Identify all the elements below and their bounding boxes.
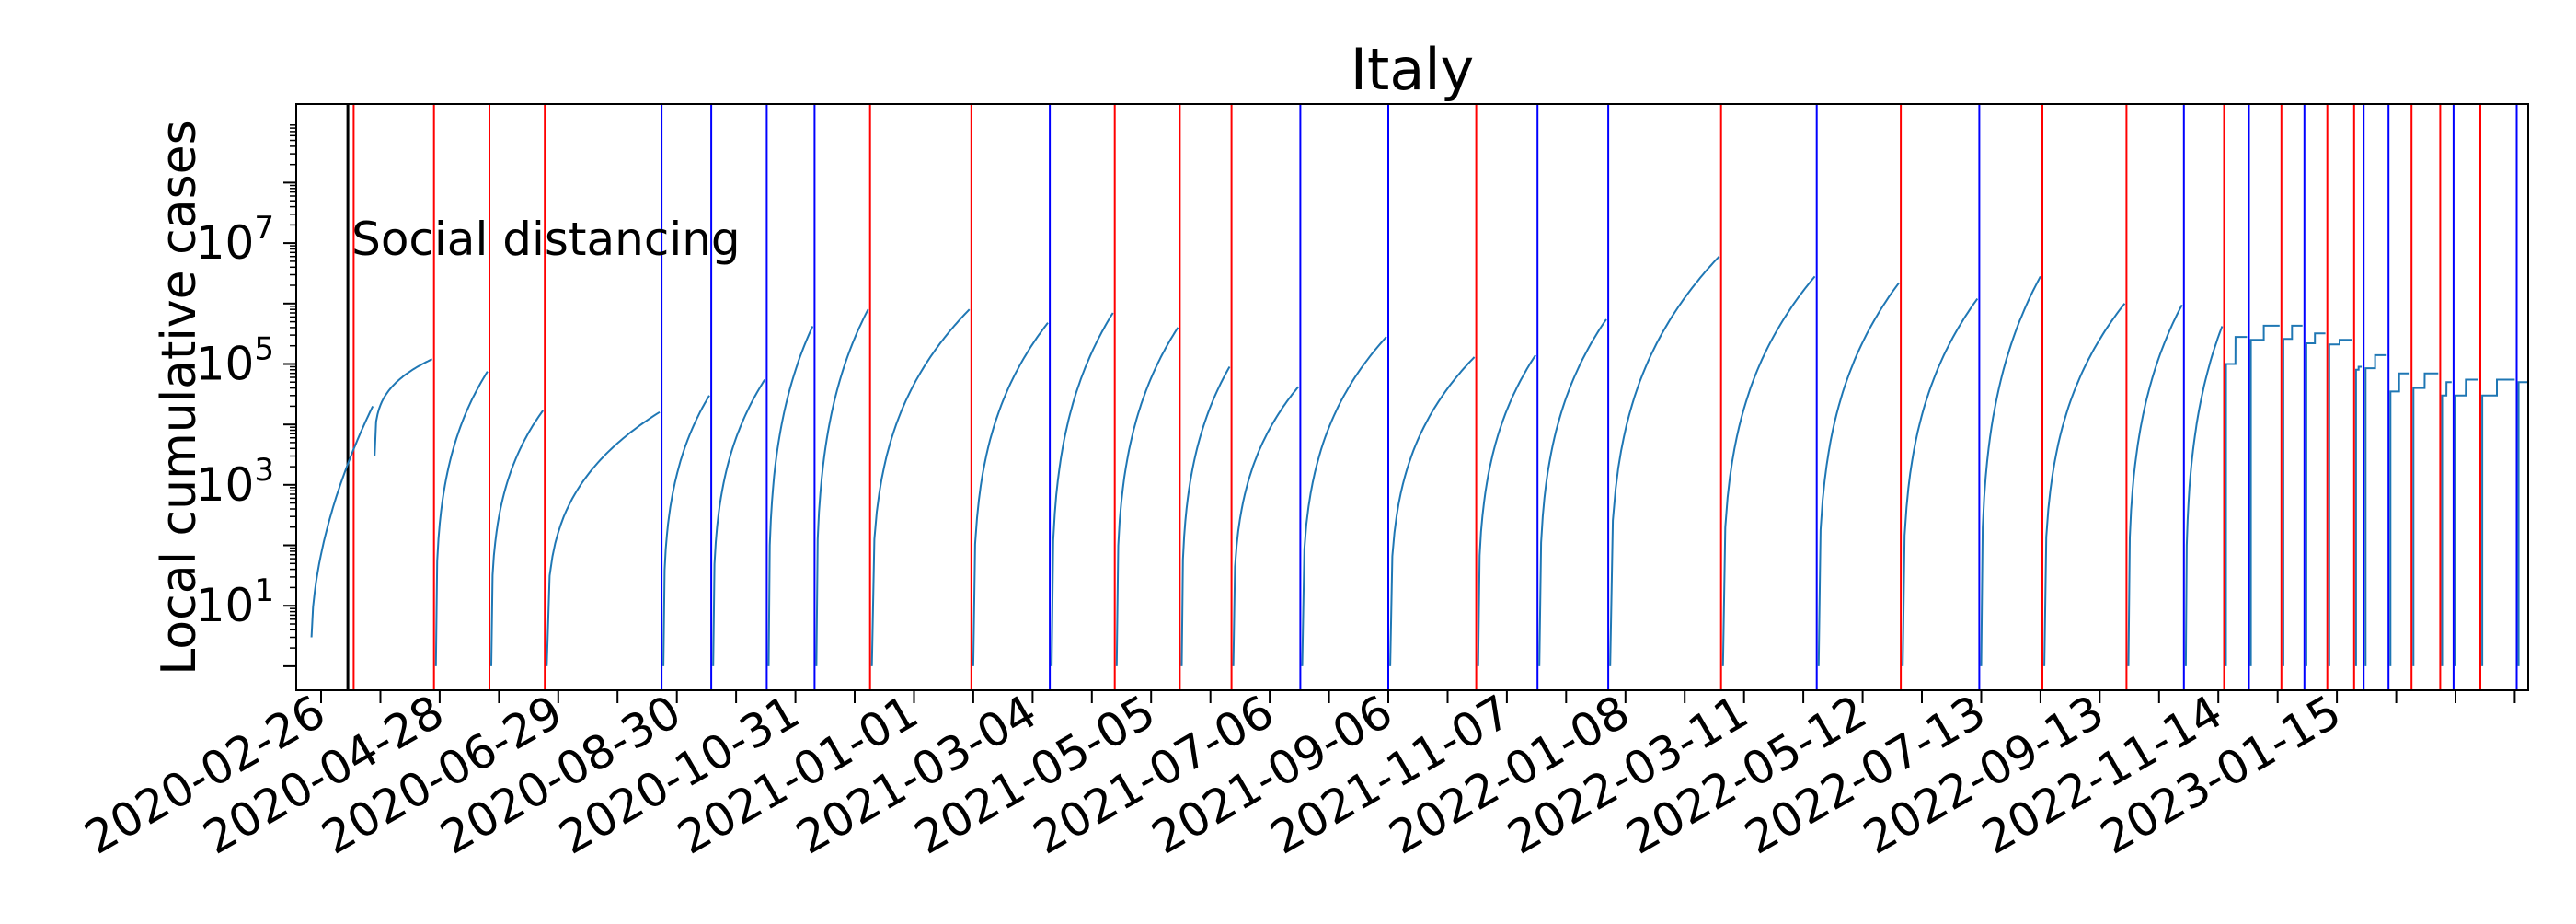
series-segment [2249, 324, 2280, 666]
series-segment [2184, 326, 2224, 666]
y-tick-base: 10 [196, 458, 255, 512]
series-segment [1115, 327, 1179, 666]
y-tick-label: 107 [196, 210, 274, 270]
y-tick-base: 10 [196, 338, 255, 391]
series-segment [310, 405, 374, 638]
series-segment [1980, 275, 2041, 666]
y-tick-label: 103 [196, 452, 274, 512]
blue-event-lines [661, 104, 2518, 690]
series-segment [2441, 381, 2452, 666]
series-segment [546, 410, 661, 666]
series-segment [2517, 381, 2528, 666]
series-segment [2305, 332, 2326, 666]
series-segment [490, 410, 545, 666]
series-segment [1389, 356, 1476, 666]
series-segment [712, 378, 766, 666]
series-segment [1817, 282, 1900, 666]
series-segment [2282, 324, 2303, 666]
y-tick-exponent: 1 [254, 572, 274, 609]
series-group [310, 256, 2528, 666]
series-segment [2043, 303, 2126, 666]
series-segment [2127, 304, 2183, 666]
series-segment [1538, 318, 1607, 666]
social-distancing-label: Social distancing [351, 213, 741, 266]
series-segment [2412, 372, 2439, 666]
y-tick-exponent: 3 [254, 452, 274, 489]
series-segment [2455, 378, 2478, 666]
y-tick-exponent: 7 [254, 210, 274, 247]
series-segment [2225, 336, 2248, 666]
series-segment [2354, 365, 2363, 666]
series-segment [767, 326, 814, 666]
y-tick-base: 10 [196, 579, 255, 632]
y-tick-label: 105 [196, 331, 274, 391]
series-segment [2389, 372, 2410, 666]
series-segment [1609, 256, 1720, 666]
chart-title: Italy [1351, 36, 1475, 103]
series-segment [1180, 366, 1231, 666]
series-segment [972, 322, 1049, 666]
y-tick-base: 10 [196, 216, 255, 270]
y-tick-exponent: 5 [254, 331, 274, 368]
y-tick-label: 101 [196, 572, 274, 632]
series-segment [1902, 298, 1979, 666]
annotation-group: Social distancing [346, 104, 741, 690]
series-segment [1721, 275, 1816, 666]
series-segment [870, 308, 971, 666]
series-segment [374, 358, 433, 456]
plot-frame [295, 103, 2529, 691]
y-axis-label: Local cumulative cases [152, 120, 207, 676]
series-segment [815, 308, 869, 666]
red-event-lines [352, 104, 2481, 690]
series-segment [2328, 339, 2352, 666]
series-segment [1301, 336, 1387, 666]
series-segment [1477, 354, 1536, 666]
series-segment [2481, 378, 2515, 666]
series-segment [1232, 386, 1300, 666]
series-segment [2364, 353, 2387, 666]
series-segment [1051, 312, 1114, 666]
series-segment [434, 371, 489, 666]
series-segment [662, 395, 710, 666]
